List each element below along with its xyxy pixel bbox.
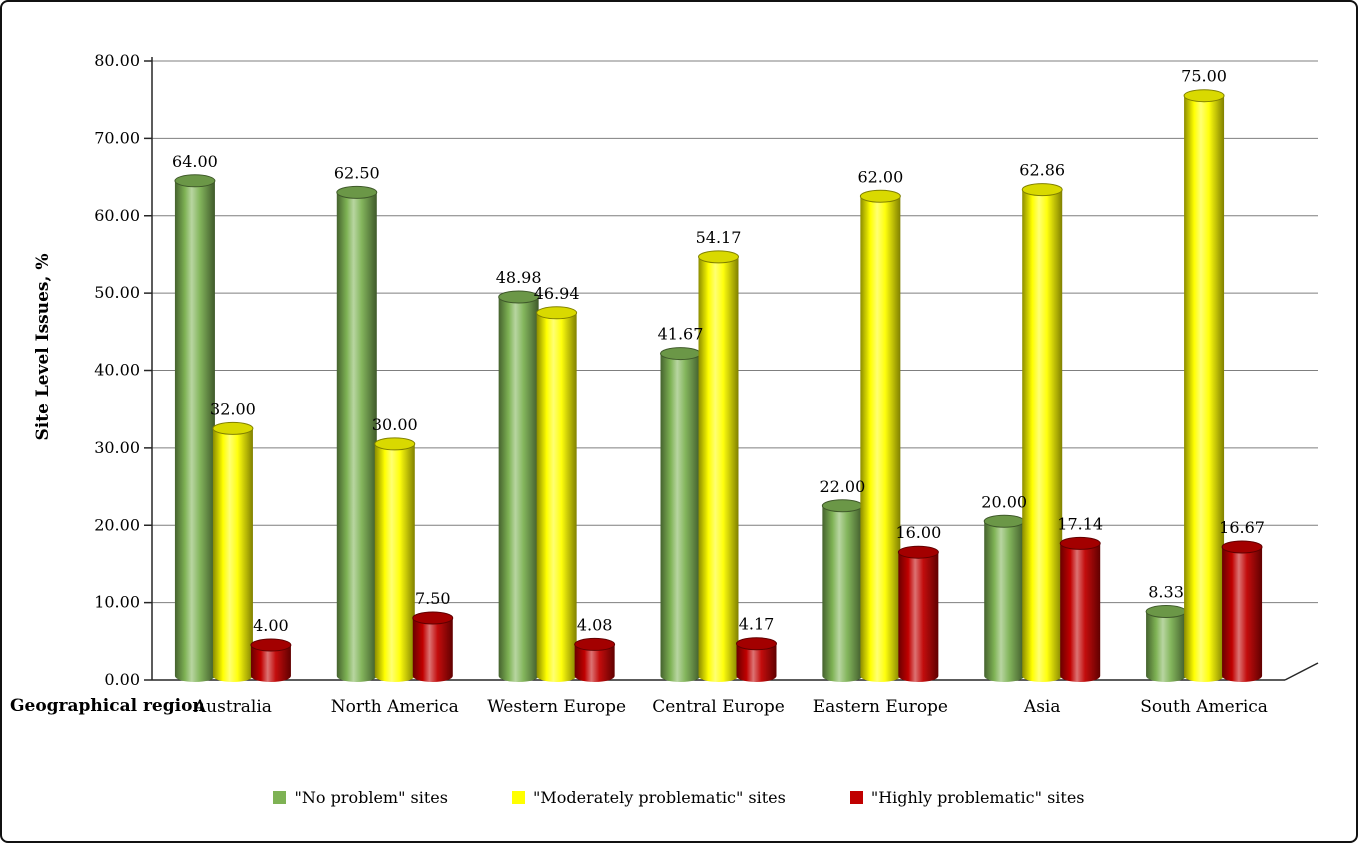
cylinder-bar: [698, 256, 739, 682]
y-tick-label: 50.00: [94, 283, 140, 302]
cylinder-top: [1145, 605, 1187, 619]
value-label: 75.00: [1181, 67, 1227, 86]
cylinder-bar: [250, 645, 291, 682]
cylinder-top: [821, 499, 863, 513]
legend-item-no-problem: "No problem" sites: [273, 788, 448, 807]
value-label: 8.33: [1148, 583, 1184, 602]
y-tick-label: 10.00: [94, 593, 140, 612]
floor-slant-edge: [1284, 662, 1319, 681]
cylinder-top: [897, 545, 939, 559]
value-label: 17.14: [1057, 514, 1103, 533]
cylinder-top: [212, 421, 254, 435]
category-label: South America: [1140, 697, 1268, 717]
legend-label-no-problem: "No problem" sites: [294, 788, 448, 807]
cylinder-bar: [898, 552, 939, 682]
y-axis-title: Site Level Issues, %: [33, 254, 53, 441]
legend-label-moderately-problematic: "Moderately problematic" sites: [532, 788, 786, 807]
category-label: Central Europe: [652, 697, 785, 717]
value-label: 20.00: [981, 492, 1027, 511]
value-label: 54.17: [696, 228, 742, 247]
category-label: Western Europe: [487, 697, 626, 717]
value-label: 32.00: [210, 399, 256, 418]
cylinder-bar: [736, 643, 777, 682]
legend-swatch-highly-problematic: [849, 791, 863, 804]
value-label: 62.50: [334, 163, 380, 182]
cylinder-bar: [374, 443, 415, 682]
cylinder-top: [412, 611, 454, 625]
cylinder-bar: [822, 505, 863, 682]
value-label: 64.00: [172, 152, 218, 171]
value-label: 62.86: [1019, 161, 1065, 180]
cylinder-top: [983, 514, 1025, 528]
cylinder-top: [1183, 89, 1225, 103]
cylinder-top: [698, 250, 739, 264]
value-label: 16.67: [1219, 518, 1265, 537]
value-label: 4.17: [739, 615, 775, 634]
cylinder-bar: [212, 428, 253, 682]
value-label: 4.08: [577, 615, 613, 634]
cylinder-bar: [1060, 543, 1101, 682]
cylinder-top: [1059, 536, 1101, 550]
value-label: 48.98: [496, 268, 542, 287]
cylinder-top: [736, 637, 777, 651]
value-label: 41.67: [658, 325, 704, 344]
y-tick-label: 20.00: [94, 515, 140, 534]
legend-swatch-no-problem: [273, 791, 287, 804]
cylinder-bar: [498, 297, 539, 683]
y-tick-label: 80.00: [94, 51, 140, 70]
category-label: Asia: [1023, 697, 1061, 717]
y-tick-label: 70.00: [94, 128, 140, 147]
y-tick-label: 40.00: [94, 361, 140, 380]
legend-item-moderately-problematic: "Moderately problematic" sites: [511, 788, 786, 807]
cylinder-bar: [1022, 189, 1063, 682]
x-axis-title: Geographical region: [10, 696, 205, 716]
value-label: 22.00: [819, 477, 865, 496]
cylinder-bar: [1146, 611, 1187, 682]
value-label: 46.94: [534, 284, 580, 303]
cylinder-bar: [660, 353, 701, 682]
value-label: 30.00: [372, 415, 418, 434]
cylinder-top: [336, 185, 378, 199]
category-label: Australia: [193, 697, 272, 717]
value-label: 4.00: [253, 616, 289, 635]
y-tick-label: 0.00: [104, 670, 140, 689]
cylinder-bar: [984, 521, 1025, 682]
cylinder-top: [1021, 183, 1063, 197]
cylinder-top: [374, 437, 416, 451]
value-label: 7.50: [415, 589, 451, 608]
y-tick-label: 60.00: [94, 206, 140, 225]
legend-label-highly-problematic: "Highly problematic" sites: [870, 788, 1085, 807]
cylinder-bar: [574, 644, 615, 682]
cylinder-bar: [1222, 547, 1263, 682]
legend-swatch-moderately-problematic: [511, 791, 525, 804]
cylinder-bar: [412, 617, 453, 682]
cylinder-top: [660, 347, 701, 361]
value-label: 16.00: [895, 523, 941, 542]
cylinder-top: [1221, 540, 1263, 554]
legend-item-highly-problematic: "Highly problematic" sites: [849, 788, 1085, 807]
cylinder-bar: [860, 196, 901, 682]
cylinder-bar: [536, 312, 577, 682]
cylinder-top: [536, 306, 578, 320]
legend: "No problem" sites "Moderately problemat…: [2, 788, 1356, 807]
value-label: 62.00: [857, 167, 903, 186]
cylinder-top: [859, 189, 901, 203]
cylinder-bar: [336, 192, 377, 682]
y-tick-label: 30.00: [94, 438, 140, 457]
cylinder-top: [498, 290, 540, 304]
cylinder-top: [250, 638, 292, 652]
category-label: North America: [331, 697, 459, 717]
cylinder-top: [174, 174, 216, 188]
category-label: Eastern Europe: [813, 697, 948, 717]
cylinder-bar: [174, 180, 215, 683]
cylinder-top: [574, 637, 616, 651]
cylinder-bar: [1184, 95, 1225, 682]
